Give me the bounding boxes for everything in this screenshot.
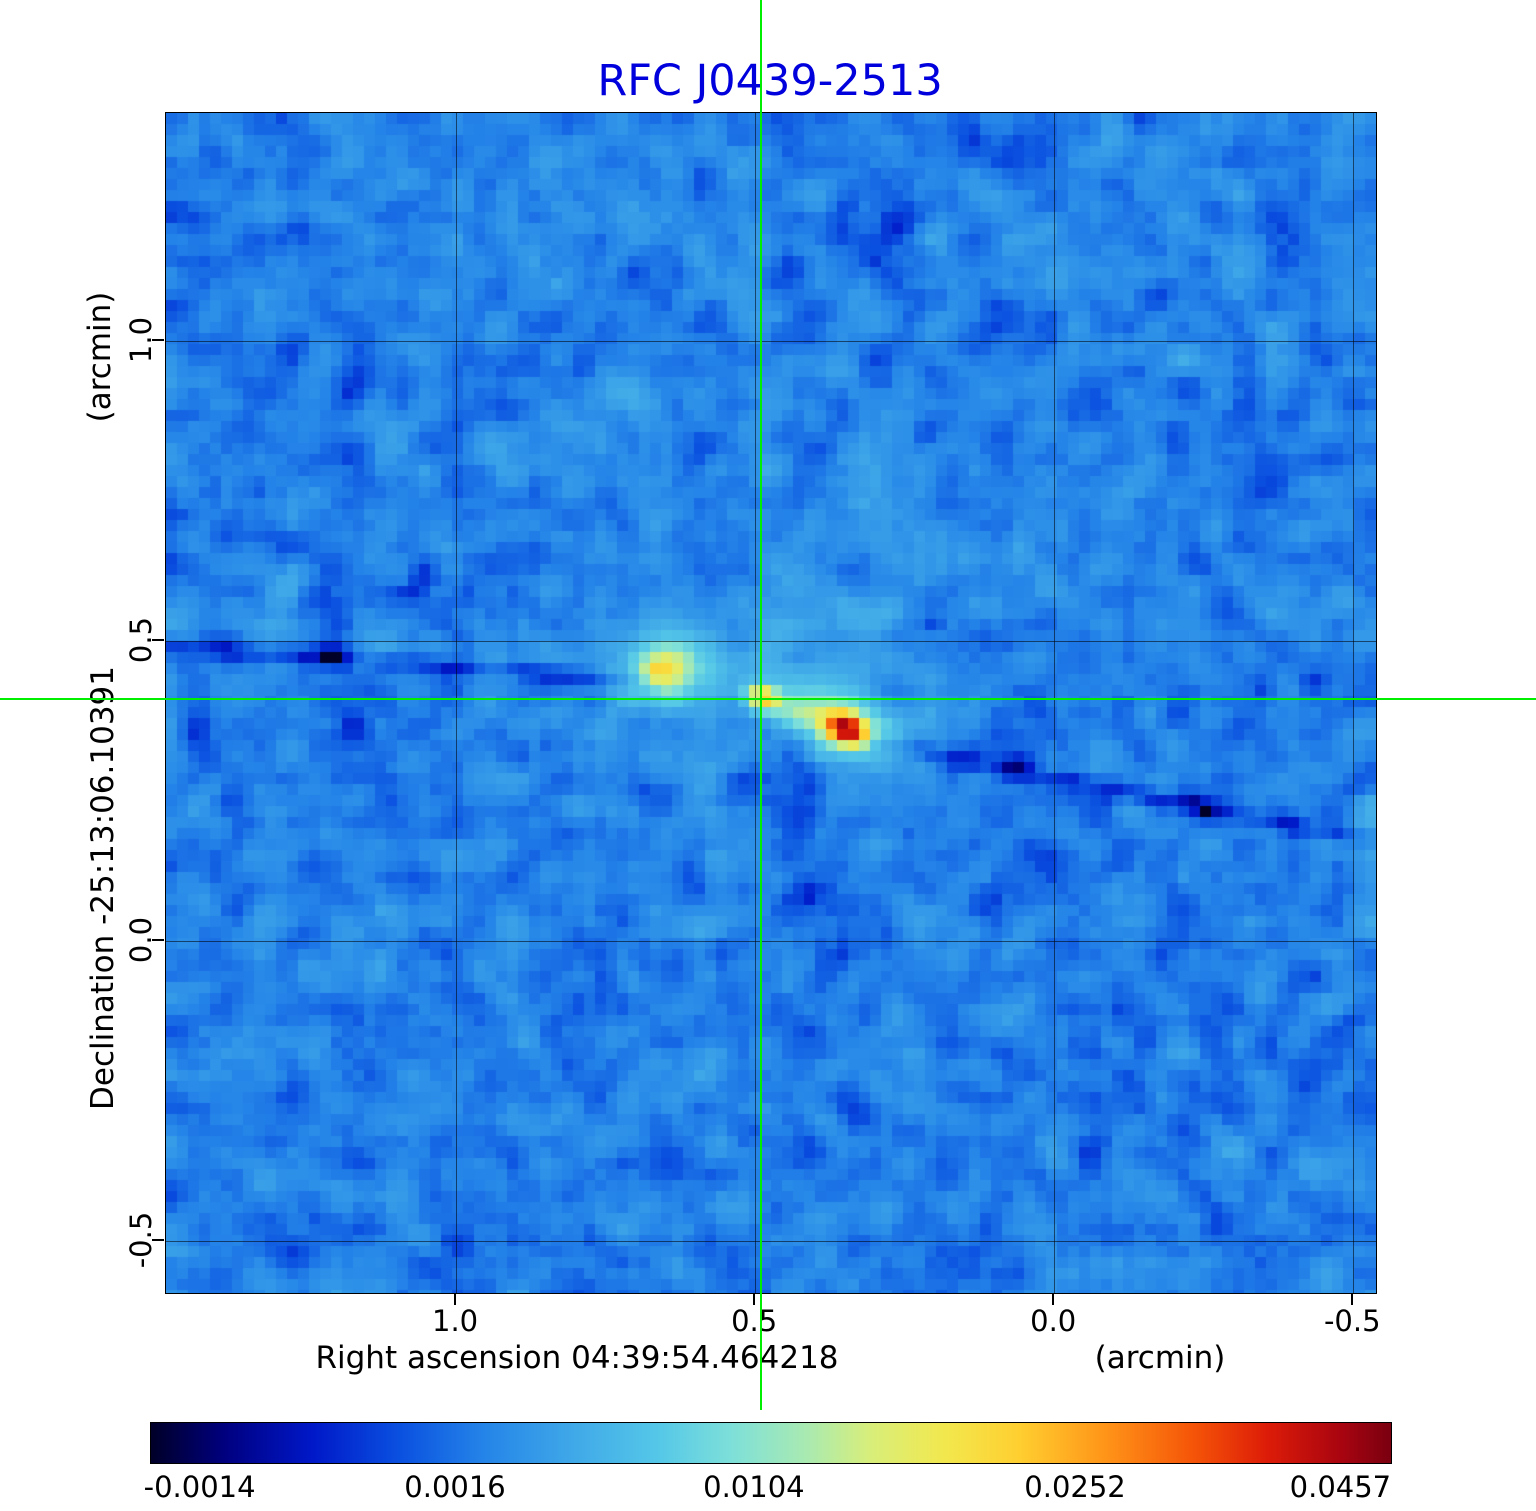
image-plot: [165, 112, 1377, 1294]
radio-map-canvas: [166, 113, 1376, 1293]
colorbar-tick-label: 0.0457: [1289, 1470, 1392, 1504]
y-axis-tick-mark: [152, 638, 164, 641]
crosshair-vertical-line: [760, 0, 763, 1410]
plot-title: RFC J0439-2513: [597, 56, 943, 106]
x-axis-tick-mark: [1052, 1293, 1055, 1305]
grid-line-vertical: [1054, 113, 1056, 1293]
grid-line-horizontal: [166, 340, 1376, 342]
grid-line-horizontal: [166, 940, 1376, 942]
x-axis-tick-mark: [454, 1293, 457, 1305]
colorbar-tick-label: 0.0252: [1024, 1470, 1126, 1504]
x-axis-tick-mark: [753, 1293, 756, 1305]
colorbar-tick-label: 0.0104: [703, 1470, 805, 1504]
x-tick-label: -0.5: [1323, 1304, 1381, 1338]
grid-line-horizontal: [166, 1240, 1376, 1242]
y-axis-unit-label: (arcmin): [82, 291, 118, 423]
x-tick-label: 1.0: [432, 1304, 479, 1338]
y-axis-tick-mark: [152, 938, 164, 941]
grid-line-horizontal: [166, 640, 1376, 642]
colorbar-tick-label: -0.0014: [143, 1470, 256, 1504]
colorbar-gradient: [150, 1422, 1392, 1464]
y-axis-tick-mark: [152, 338, 164, 341]
x-axis-tick-mark: [1351, 1293, 1354, 1305]
y-axis-tick-mark: [152, 1238, 164, 1241]
crosshair-horizontal-line: [0, 697, 1536, 700]
grid-line-vertical: [755, 113, 757, 1293]
grid-line-vertical: [1353, 113, 1355, 1293]
grid-line-vertical: [456, 113, 458, 1293]
x-axis-unit-label: (arcmin): [1094, 1340, 1226, 1376]
y-axis-label: Declination -25:13:06.10391: [85, 666, 121, 1110]
x-axis-label: Right ascension 04:39:54.464218: [315, 1340, 839, 1376]
x-tick-label: 0.5: [731, 1304, 778, 1338]
colorbar-tick-label: 0.0016: [404, 1470, 506, 1504]
x-tick-label: 0.0: [1030, 1304, 1077, 1338]
